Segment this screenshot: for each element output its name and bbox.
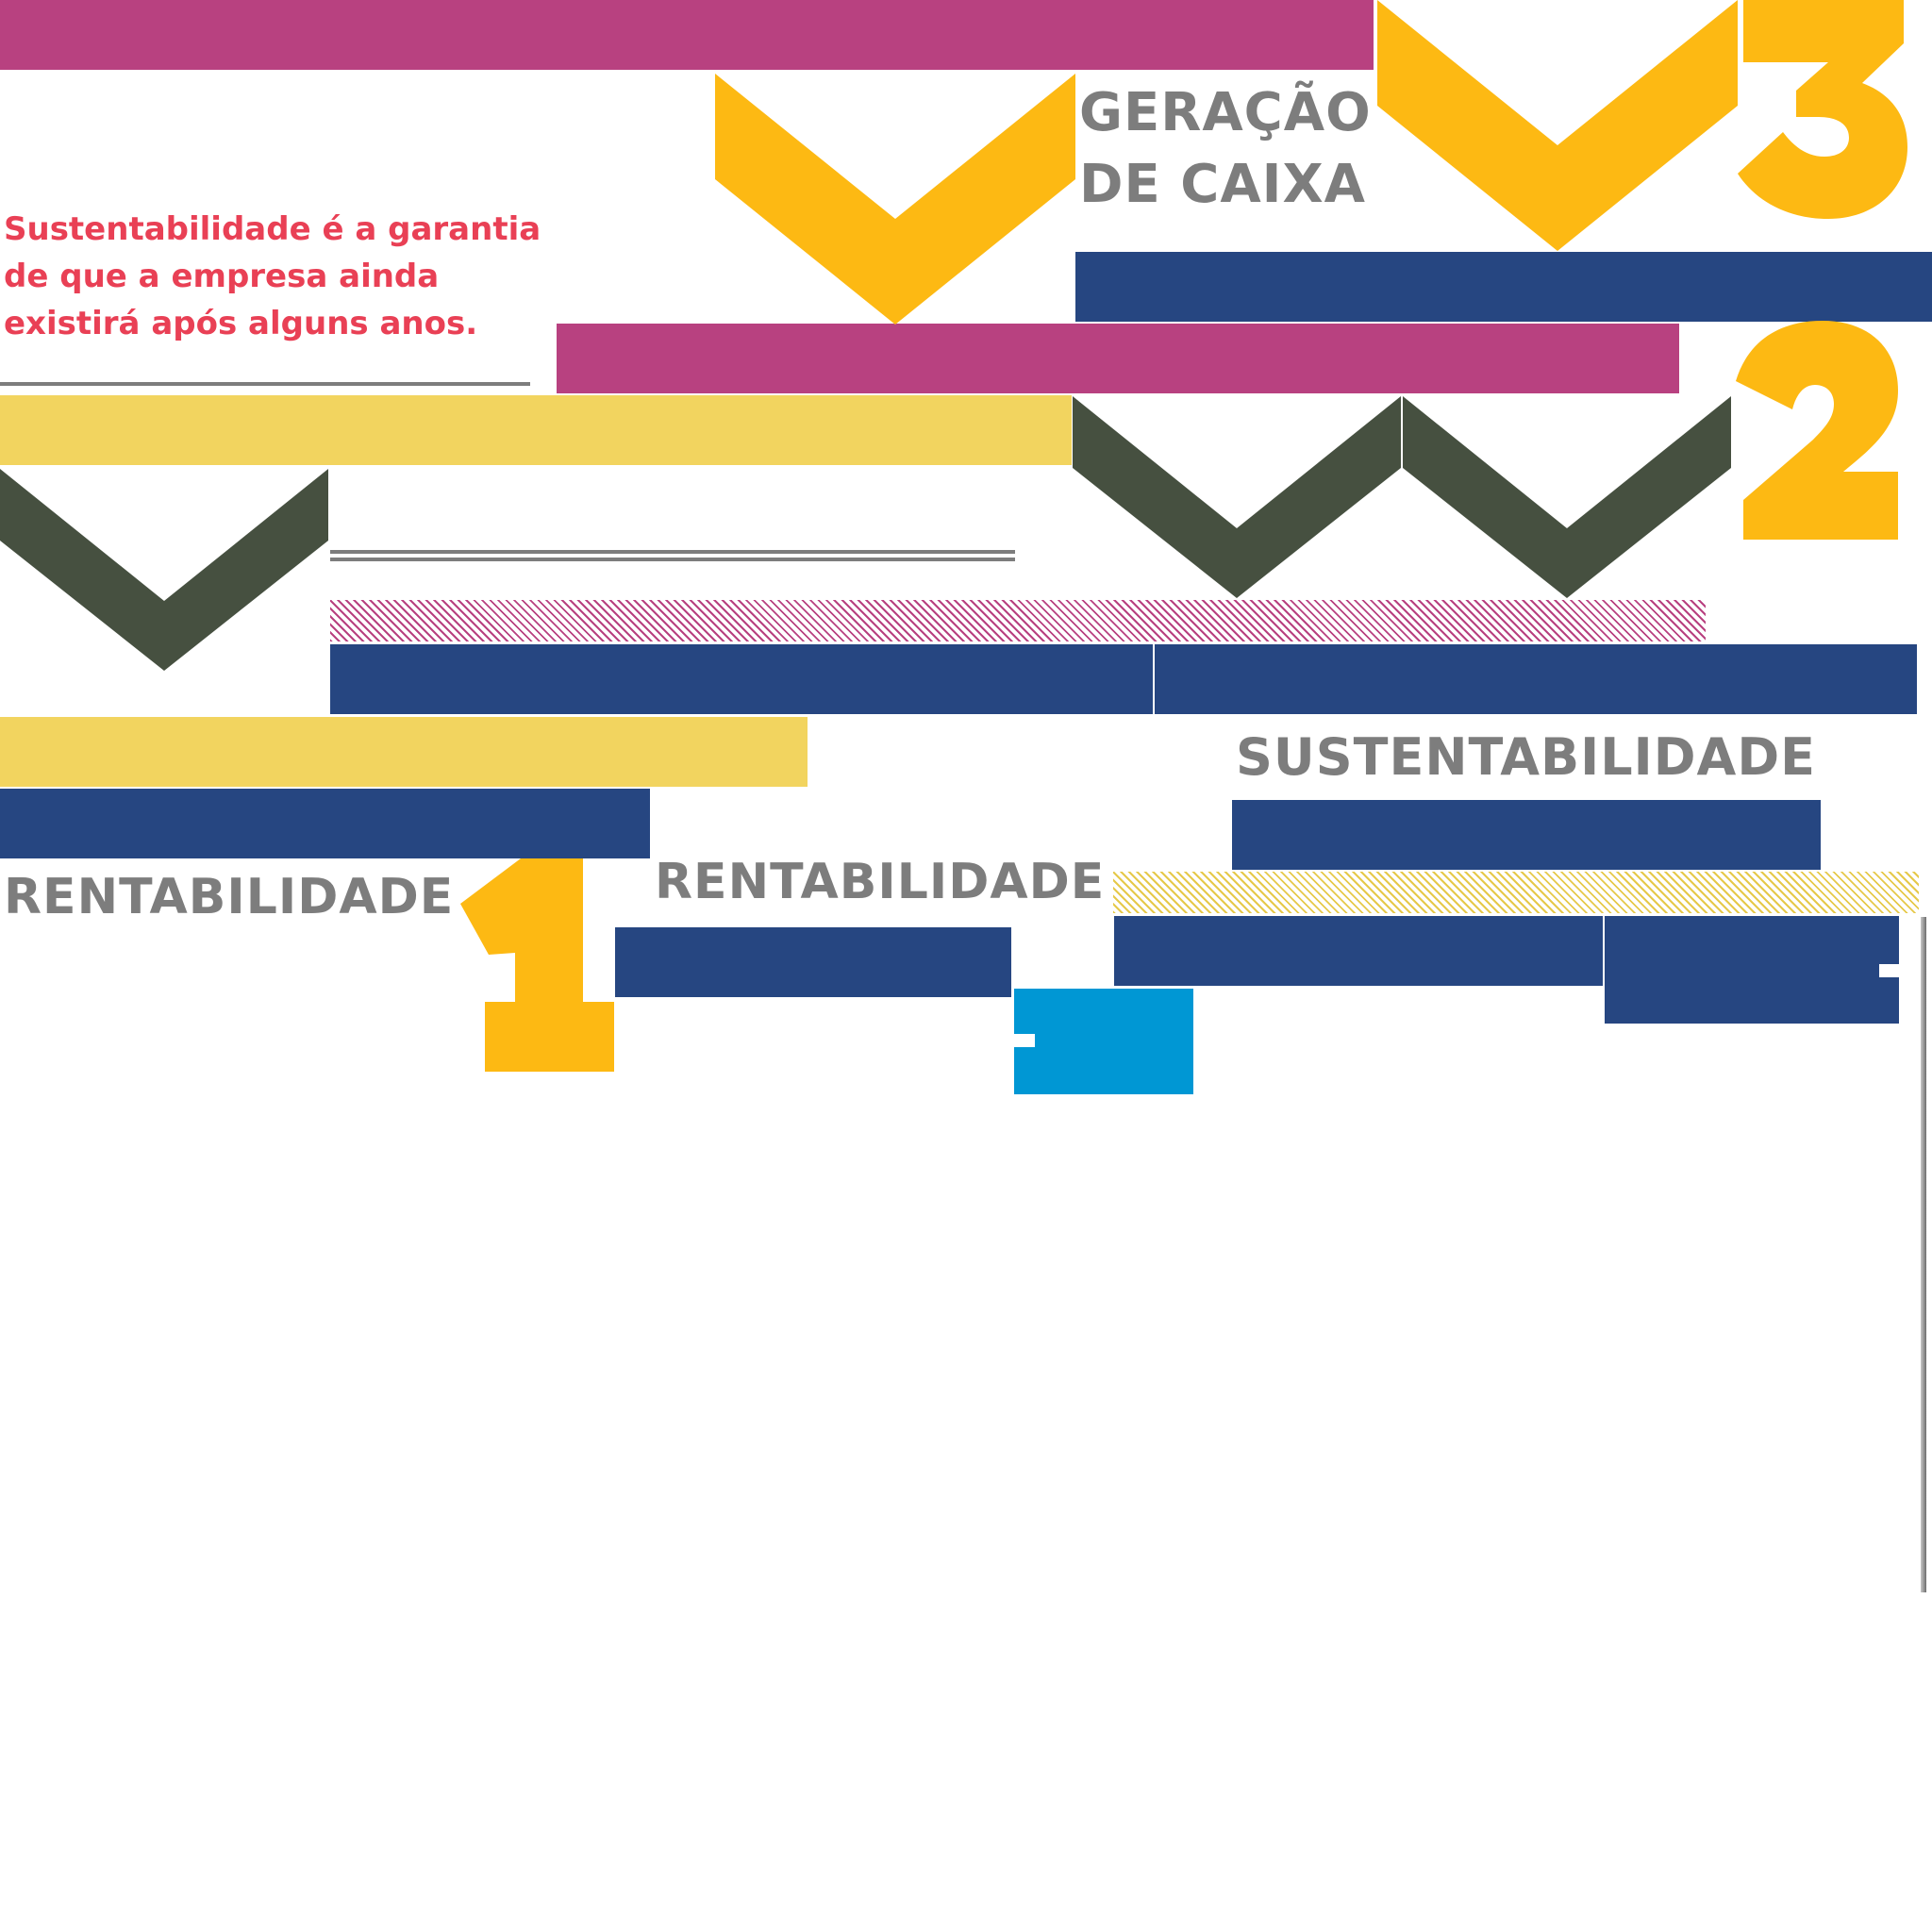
white-notch-cyan — [1014, 1034, 1035, 1047]
number-one: 1 — [460, 854, 614, 1072]
label-sustentabilidade: SUSTENTABILIDADE — [1236, 727, 1817, 787]
yellow-hatched-strip — [1113, 872, 1919, 913]
label-rentabilidade-left: RENTABILIDADE — [4, 869, 455, 925]
pale-yellow-bar-upper — [0, 395, 1072, 465]
cyan-block — [1014, 989, 1193, 1094]
navy-bar-sustentabilidade — [1232, 800, 1821, 870]
number-two-text: 2 — [1732, 320, 1733, 322]
navy-bar-lower-left — [0, 789, 650, 858]
magenta-bar-middle — [557, 324, 1679, 393]
number-one-text: 1 — [460, 854, 461, 856]
olive-chevron-right — [1403, 396, 1731, 598]
gold-chevron-center — [715, 74, 1075, 325]
gray-rule-left — [0, 382, 530, 386]
navy-bar-lower-far-right — [1605, 916, 1899, 1024]
label-rentabilidade-center: RENTABILIDADE — [655, 854, 1106, 910]
gray-rule-center-1 — [330, 550, 1015, 554]
navy-bar-upper-right — [1075, 252, 1932, 322]
magenta-hatched-strip — [330, 600, 1706, 641]
sustainability-quote: Sustentabilidade é a garantia de que a e… — [4, 210, 541, 342]
navy-bar-center-left — [330, 644, 1153, 714]
olive-chevron-middle — [1073, 396, 1401, 598]
label-geracao-line2: DE CAIXA — [1079, 154, 1367, 215]
number-three-text: 3 — [1738, 0, 1739, 1]
label-geracao-line1: GERAÇÃO — [1079, 82, 1372, 143]
number-two: 2 — [1732, 320, 1898, 540]
white-notch-navy — [1879, 964, 1899, 977]
navy-bar-center-right — [1155, 644, 1917, 714]
navy-bar-rentabilidade-center — [615, 927, 1011, 997]
gray-rule-center-2 — [330, 558, 1015, 561]
magenta-bar-top — [0, 0, 1374, 70]
number-three: 3 — [1738, 0, 1907, 219]
olive-chevron-left — [0, 469, 328, 671]
right-edge-rule — [1921, 917, 1926, 1592]
pale-yellow-bar-lower — [0, 717, 808, 787]
gold-chevron-top-right — [1377, 0, 1738, 251]
navy-bar-lower-center-right — [1114, 916, 1603, 986]
